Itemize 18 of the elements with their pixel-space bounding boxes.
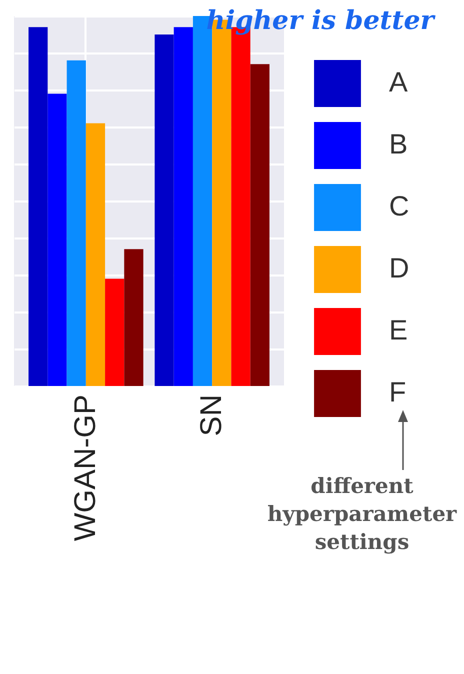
legend-label: A (389, 66, 408, 98)
bar (174, 27, 193, 386)
legend-label: E (389, 314, 408, 346)
bar (48, 94, 67, 386)
bar (124, 249, 144, 386)
bar (105, 278, 124, 386)
text: different hyperparameter settings (266, 472, 458, 556)
bar (250, 64, 270, 386)
x-tick-label: WGAN-GP (68, 394, 102, 542)
legend-label: F (389, 376, 406, 408)
bar (154, 34, 174, 386)
bar (28, 27, 48, 386)
legend-label: D (389, 252, 410, 284)
bar (66, 60, 86, 386)
x-tick-label: SN (195, 394, 228, 436)
legend-label: C (389, 190, 410, 222)
legend-label: B (389, 128, 408, 160)
bar (86, 123, 106, 386)
